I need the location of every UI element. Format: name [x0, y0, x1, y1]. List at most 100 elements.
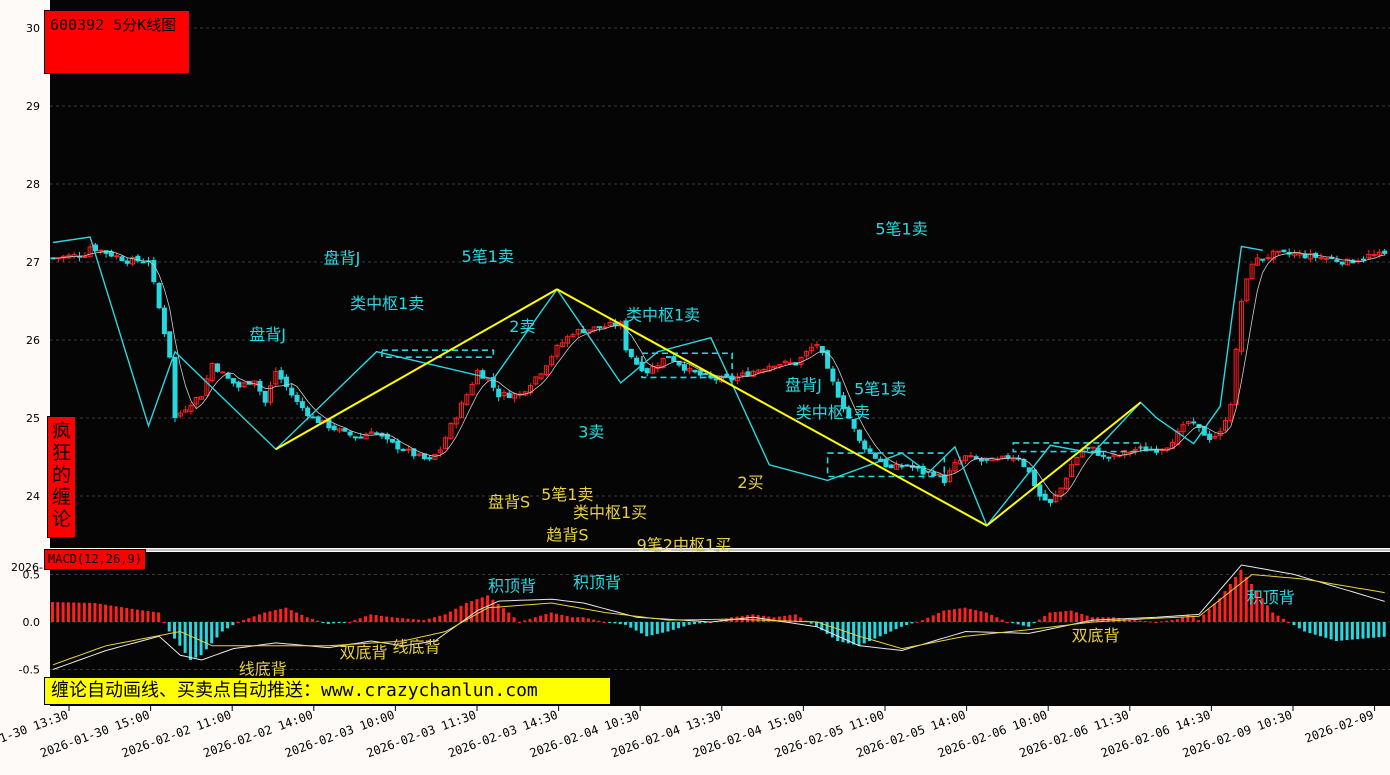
macd-histogram-bar: [873, 622, 877, 639]
macd-histogram-bar: [1149, 621, 1153, 623]
macd-histogram-bar: [1377, 622, 1381, 638]
candle-body: [1334, 259, 1340, 262]
macd-histogram-bar: [1021, 622, 1025, 626]
macd-histogram-bar: [894, 622, 898, 630]
candle-body: [177, 412, 183, 417]
candle-body: [283, 376, 289, 388]
macd-histogram-bar: [1260, 598, 1264, 622]
signal-annotation: 类中枢1卖: [626, 306, 700, 325]
macd-histogram-bar: [968, 608, 972, 622]
candle-body: [368, 431, 374, 434]
candle-body: [108, 251, 114, 257]
candle-body: [352, 436, 358, 439]
zhongshu-box: [1012, 442, 1142, 453]
macd-histogram-bar: [1143, 621, 1147, 623]
macd-histogram-bar: [1027, 622, 1031, 627]
macd-histogram-bar: [146, 611, 150, 622]
macd-histogram-bar: [242, 620, 245, 622]
candle-body: [883, 459, 889, 468]
macd-histogram-bar: [109, 605, 113, 622]
candle-body: [713, 378, 719, 381]
candle-body: [114, 255, 120, 258]
macd-histogram-bar: [395, 617, 399, 622]
candle-body: [98, 249, 104, 252]
macd-histogram-bar: [1313, 622, 1317, 635]
macd-annotation: 双底背: [340, 643, 388, 662]
candle-body: [448, 422, 454, 439]
macd-histogram-bar: [1159, 621, 1163, 623]
candle-body: [390, 438, 396, 443]
candle-body: [570, 334, 576, 338]
macd-histogram-bar: [751, 614, 755, 622]
macd-histogram-bar: [539, 615, 543, 622]
macd-histogram-bar: [1059, 611, 1063, 622]
macd-histogram-bar: [1223, 591, 1227, 622]
candle-body: [963, 455, 969, 461]
candle-body: [1111, 454, 1117, 457]
macd-histogram-bar: [459, 605, 463, 622]
macd-histogram-bar: [1345, 622, 1349, 641]
macd-histogram-bar: [544, 614, 548, 622]
macd-histogram-bar: [284, 607, 288, 622]
macd-histogram-bar: [799, 617, 803, 622]
macd-histogram-bar: [1356, 622, 1360, 640]
promo-banner[interactable]: 缠论自动画线、买卖点自动推送：www.crazychanlun.com: [44, 677, 611, 705]
price-tick-label: 27: [26, 256, 40, 269]
macd-histogram-bar: [512, 617, 516, 622]
candle-body: [978, 458, 984, 462]
macd-histogram-bar: [88, 602, 92, 622]
macd-histogram-bar: [443, 614, 447, 622]
macd-histogram-bar: [836, 622, 840, 641]
candle-body: [756, 369, 762, 373]
macd-histogram-bar: [682, 622, 686, 627]
macd-histogram-bar: [952, 609, 956, 622]
price-tick-label: 25: [26, 412, 40, 425]
macd-histogram-bar: [1197, 620, 1200, 622]
candle-body: [1085, 447, 1091, 450]
macd-histogram-bar: [252, 616, 256, 622]
candle-body: [496, 388, 502, 398]
macd-histogram-bar: [125, 607, 129, 622]
macd-histogram-bar: [162, 622, 166, 623]
candle-body: [602, 326, 608, 329]
candle-body: [1069, 464, 1075, 478]
macd-histogram-bar: [1218, 598, 1222, 622]
macd-annotation: 双底背: [1072, 626, 1120, 645]
macd-histogram-bar: [698, 622, 702, 624]
macd-histogram-bar: [374, 615, 378, 622]
macd-histogram-bar: [157, 612, 161, 622]
candle-body: [549, 356, 555, 366]
macd-histogram-bar: [1265, 605, 1269, 622]
macd-histogram-bar: [263, 612, 267, 622]
candle-body: [209, 362, 215, 382]
signal-annotation: 5笔1卖: [875, 220, 927, 239]
macd-histogram-bar: [687, 622, 691, 625]
macd-histogram-bar: [305, 617, 309, 622]
macd-histogram-bar: [990, 614, 994, 622]
macd-histogram-bar: [1128, 619, 1132, 622]
candle-body: [1053, 494, 1059, 503]
candle-body: [278, 370, 284, 380]
macd-histogram-bar: [974, 610, 978, 622]
macd-histogram-bar: [1165, 620, 1169, 622]
candle-body: [697, 370, 703, 376]
candle-body: [750, 370, 756, 377]
candle-body: [968, 455, 974, 458]
candle-body: [772, 365, 778, 369]
candle-body: [596, 326, 602, 329]
macd-histogram-bar: [645, 622, 649, 637]
macd-annotation: 积顶背: [488, 577, 536, 596]
macd-histogram-bar: [1000, 619, 1004, 622]
candle-body: [172, 356, 178, 418]
candle-body: [1366, 253, 1372, 259]
candle-body: [230, 378, 236, 384]
macd-histogram-bar: [273, 610, 277, 622]
candle-body: [506, 392, 512, 399]
macd-histogram-bar: [772, 617, 776, 622]
candle-body: [252, 380, 258, 386]
candle-body: [894, 463, 900, 470]
candle-body: [220, 371, 226, 374]
candle-body: [931, 471, 937, 477]
candle-body: [872, 452, 878, 459]
candle-body: [135, 255, 141, 262]
